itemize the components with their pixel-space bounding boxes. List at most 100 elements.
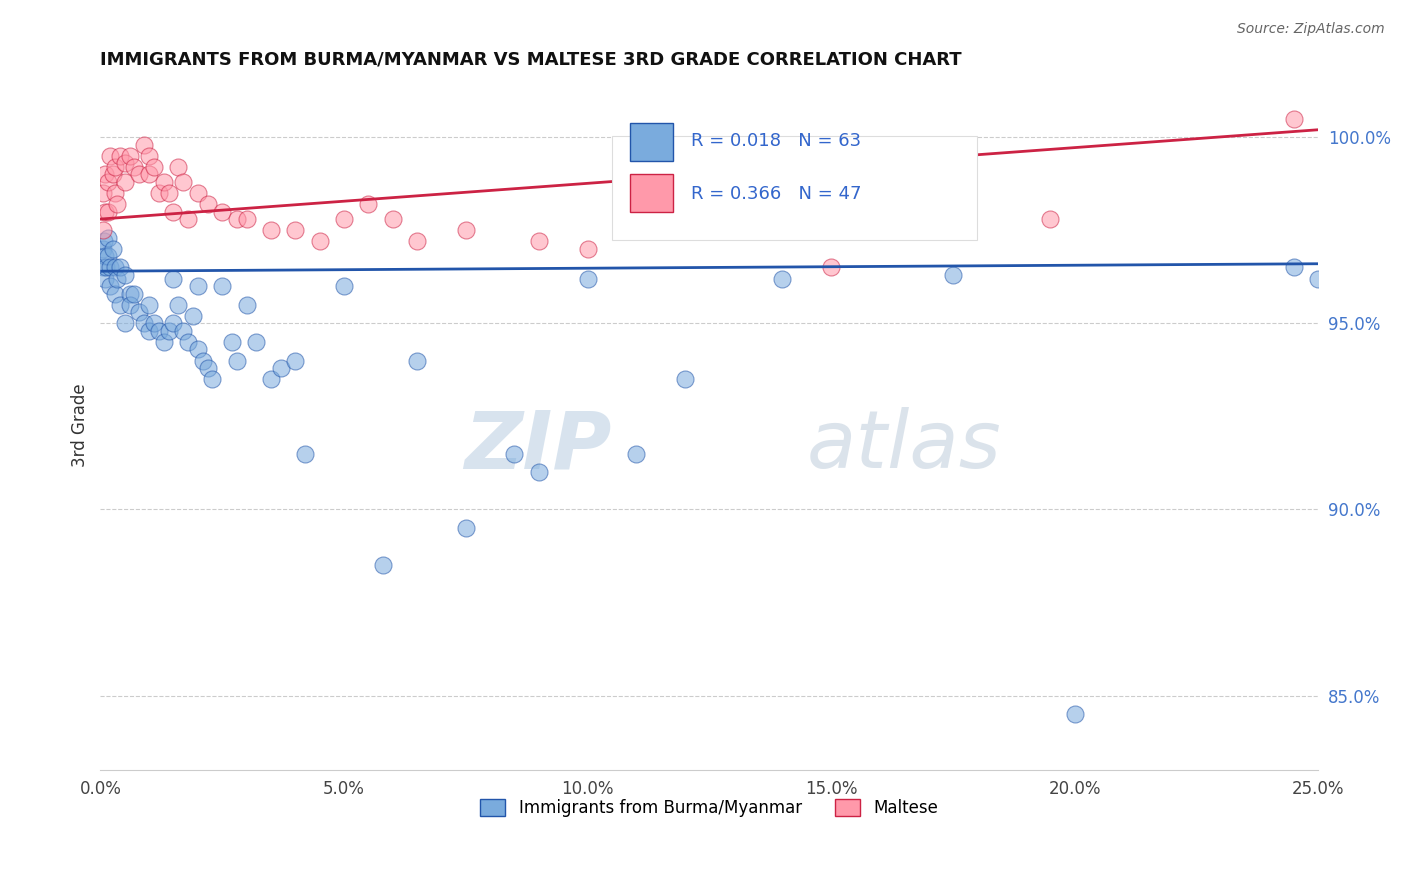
Bar [630,123,673,161]
Point [181,309,204,323]
FancyBboxPatch shape [612,136,977,240]
Point [245,334,267,349]
Point [1308,271,1330,285]
Point [101,242,124,256]
Point [503,447,526,461]
Point [152,175,174,189]
Point [626,447,648,461]
Point [152,334,174,349]
Point [157,186,180,200]
Point [107,271,129,285]
Point [94,168,117,182]
Point [406,353,429,368]
Point [294,447,316,461]
Point [91,260,114,275]
Point [172,324,194,338]
Point [167,298,190,312]
Point [527,235,550,249]
Point [124,286,146,301]
Point [114,268,136,282]
Bar [630,174,673,212]
Point [197,361,219,376]
Point [93,235,115,249]
Point [94,271,117,285]
Point [187,343,209,357]
Point [138,324,160,338]
Point [128,168,150,182]
Point [162,204,184,219]
Text: R = 0.018   N = 63: R = 0.018 N = 63 [690,132,860,150]
Point [308,235,330,249]
Point [527,465,550,479]
Point [673,372,696,386]
Point [97,230,120,244]
Point [162,316,184,330]
Point [371,558,394,573]
Point [114,175,136,189]
Point [333,279,356,293]
Point [98,149,121,163]
Point [124,160,146,174]
Point [197,197,219,211]
Point [211,204,233,219]
Point [142,160,165,174]
Point [138,168,160,182]
Point [1282,260,1305,275]
Point [134,316,156,330]
Point [157,324,180,338]
Point [820,260,842,275]
Point [108,149,131,163]
Point [221,334,243,349]
Point [162,271,184,285]
Point [454,223,477,237]
Point [91,242,114,256]
Point [114,156,136,170]
Point [576,271,599,285]
Text: ZIP: ZIP [464,408,612,485]
Point [211,279,233,293]
Point [770,271,793,285]
Point [381,212,404,227]
Point [167,160,190,174]
Point [118,298,141,312]
Point [201,372,224,386]
Point [94,204,117,219]
Point [97,204,120,219]
Point [172,175,194,189]
Point [225,353,247,368]
Point [108,298,131,312]
Point [108,260,131,275]
Point [104,260,127,275]
Point [142,316,165,330]
Point [177,334,200,349]
Text: Source: ZipAtlas.com: Source: ZipAtlas.com [1237,22,1385,37]
Point [97,249,120,263]
Point [187,186,209,200]
Point [138,298,160,312]
Text: IMMIGRANTS FROM BURMA/MYANMAR VS MALTESE 3RD GRADE CORRELATION CHART: IMMIGRANTS FROM BURMA/MYANMAR VS MALTESE… [100,51,962,69]
Point [104,160,127,174]
Point [235,212,257,227]
Point [91,223,114,237]
Point [128,305,150,319]
Point [191,353,214,368]
Text: R = 0.366   N = 47: R = 0.366 N = 47 [690,185,862,202]
Point [406,235,429,249]
Point [942,268,965,282]
Point [94,249,117,263]
Point [118,286,141,301]
Point [1063,707,1085,722]
Point [333,212,356,227]
Point [187,279,209,293]
Point [91,186,114,200]
Point [270,361,292,376]
Point [1282,112,1305,126]
Point [98,260,121,275]
Point [225,212,247,227]
Point [148,186,170,200]
Point [260,372,283,386]
Point [104,186,127,200]
Point [673,223,696,237]
Point [97,175,120,189]
Point [177,212,200,227]
